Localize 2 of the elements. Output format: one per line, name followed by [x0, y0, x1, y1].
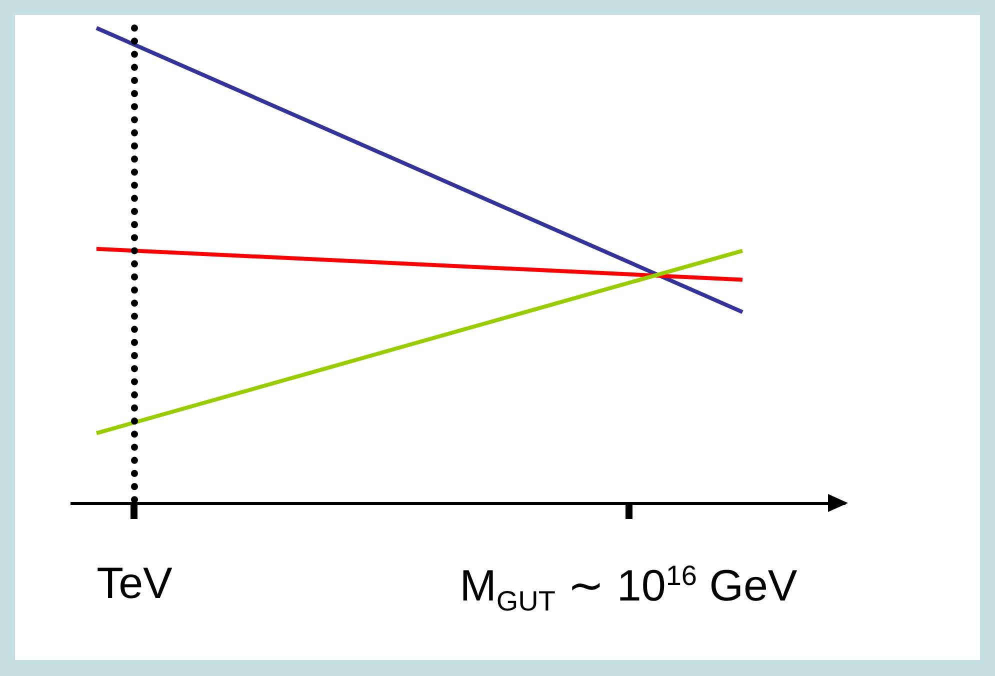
x-tick-label: M$_{GUT}$ ∼ 10$^{16}$ GeV	[460, 560, 798, 616]
x-tick-label: TeV	[96, 559, 172, 608]
